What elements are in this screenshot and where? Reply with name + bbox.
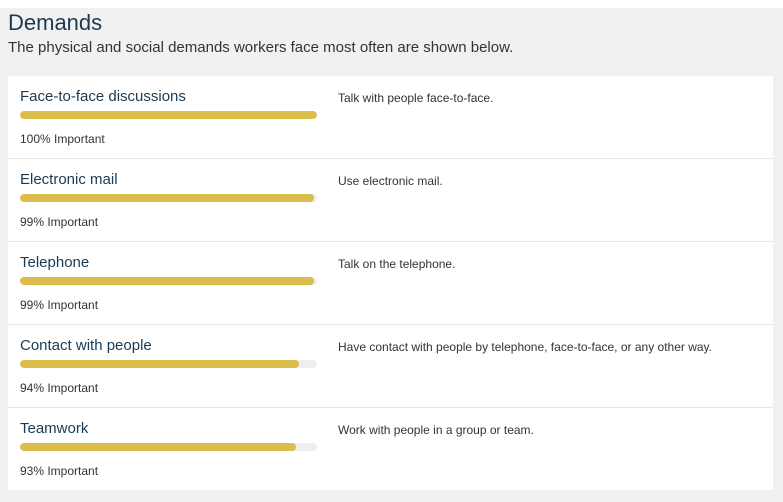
demands-list: Face-to-face discussions 100% Important …: [8, 76, 773, 490]
demand-description: Work with people in a group or team.: [338, 423, 534, 437]
importance-bar-track: [20, 111, 317, 119]
importance-bar-track: [20, 443, 317, 451]
importance-bar-fill: [20, 111, 317, 119]
section-title: Demands: [8, 10, 103, 35]
demand-description: Talk with people face-to-face.: [338, 91, 494, 105]
demand-description: Talk on the telephone.: [338, 257, 456, 271]
demand-row-electronic-mail: Electronic mail 99% Important Use electr…: [8, 159, 773, 242]
importance-bar-track: [20, 277, 317, 285]
demand-description: Use electronic mail.: [338, 174, 443, 188]
demand-name: Contact with people: [20, 337, 152, 354]
importance-bar-fill: [20, 194, 315, 202]
demand-row-face-to-face: Face-to-face discussions 100% Important …: [8, 76, 773, 159]
importance-label: 93% Important: [20, 464, 99, 478]
demand-name: Face-to-face discussions: [20, 88, 186, 105]
importance-bar-fill: [20, 277, 315, 285]
demand-name: Teamwork: [20, 420, 89, 437]
demand-description: Have contact with people by telephone, f…: [338, 340, 712, 354]
importance-bar-track: [20, 360, 317, 368]
demands-panel: Demands The physical and social demands …: [0, 8, 783, 502]
importance-bar-fill: [20, 443, 297, 451]
demand-name: Telephone: [20, 254, 90, 271]
importance-label: 100% Important: [20, 132, 105, 146]
importance-label: 99% Important: [20, 215, 99, 229]
demand-name: Electronic mail: [20, 171, 118, 188]
importance-label: 94% Important: [20, 381, 99, 395]
importance-label: 99% Important: [20, 298, 99, 312]
demand-row-contact-with-people: Contact with people 94% Important Have c…: [8, 325, 773, 408]
demand-row-teamwork: Teamwork 93% Important Work with people …: [8, 408, 773, 491]
demand-row-telephone: Telephone 99% Important Talk on the tele…: [8, 242, 773, 325]
section-subtitle: The physical and social demands workers …: [8, 39, 514, 56]
importance-bar-fill: [20, 360, 300, 368]
importance-bar-track: [20, 194, 317, 202]
